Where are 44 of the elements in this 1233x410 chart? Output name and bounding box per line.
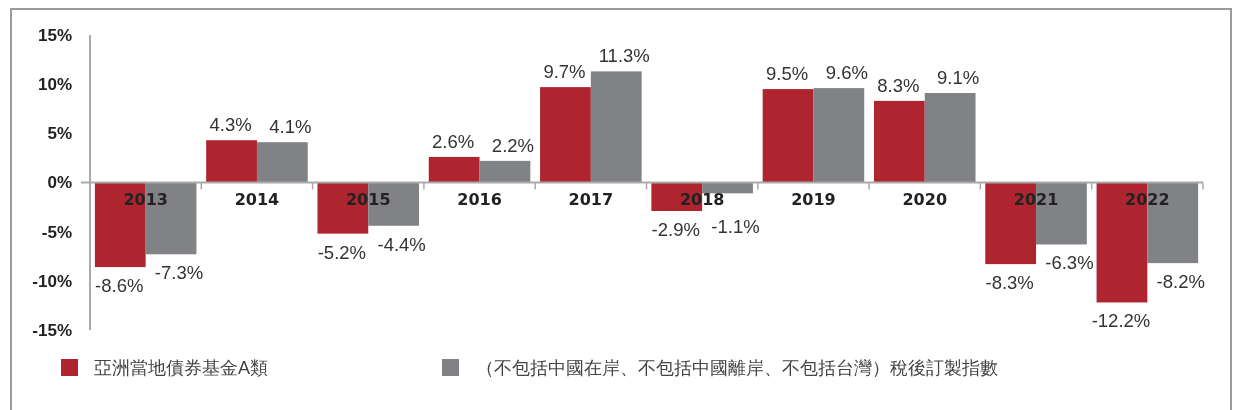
x-tick-label: 2019 xyxy=(791,189,836,209)
data-label: -7.3% xyxy=(154,262,204,284)
y-tick-label: -10% xyxy=(32,271,72,291)
data-label: -4.4% xyxy=(377,233,426,255)
data-label: 11.3% xyxy=(598,45,650,67)
x-tick-label: 2016 xyxy=(457,189,502,209)
bar xyxy=(428,156,480,183)
data-label: 8.3% xyxy=(877,74,920,96)
legend-label: （不包括中國在岸、不包括中國離岸、不包括台灣）稅後訂製指數 xyxy=(476,358,998,378)
y-tick-label: 10% xyxy=(37,75,72,95)
y-tick-label: 15% xyxy=(37,25,72,45)
data-label: 9.5% xyxy=(765,63,809,85)
data-label: 9.6% xyxy=(825,62,868,84)
data-label: -8.6% xyxy=(95,275,144,297)
data-label: 2.2% xyxy=(491,134,535,156)
y-tick-label: 5% xyxy=(47,124,72,144)
data-label: 4.1% xyxy=(269,116,312,138)
data-label: 9.7% xyxy=(543,61,586,83)
bar xyxy=(873,100,925,183)
bar xyxy=(479,160,531,183)
data-label: -2.9% xyxy=(651,219,700,241)
y-tick-label: 0% xyxy=(47,173,72,193)
x-tick-label: 2017 xyxy=(568,189,614,209)
data-label: -5.2% xyxy=(317,241,367,263)
y-tick-label: -15% xyxy=(32,320,72,340)
data-label: 4.3% xyxy=(209,114,252,136)
data-label: -1.1% xyxy=(711,215,760,237)
bar xyxy=(762,89,814,183)
data-label: -8.3% xyxy=(985,272,1034,294)
data-label: -12.2% xyxy=(1091,310,1151,332)
data-label: 2.6% xyxy=(432,130,475,152)
bar xyxy=(813,88,865,183)
data-label: 9.1% xyxy=(937,67,980,89)
bar xyxy=(540,87,591,183)
y-tick-label: -5% xyxy=(41,222,72,242)
data-label: -6.3% xyxy=(1045,252,1094,274)
bar xyxy=(206,140,257,183)
x-tick-label: 2014 xyxy=(234,189,280,209)
legend-label: 亞洲當地債券基金A類 xyxy=(94,358,269,378)
data-label: -8.2% xyxy=(1156,271,1205,293)
bar xyxy=(256,142,308,183)
x-tick-label: 2020 xyxy=(902,189,948,209)
bar xyxy=(924,93,976,183)
bar xyxy=(590,71,642,183)
